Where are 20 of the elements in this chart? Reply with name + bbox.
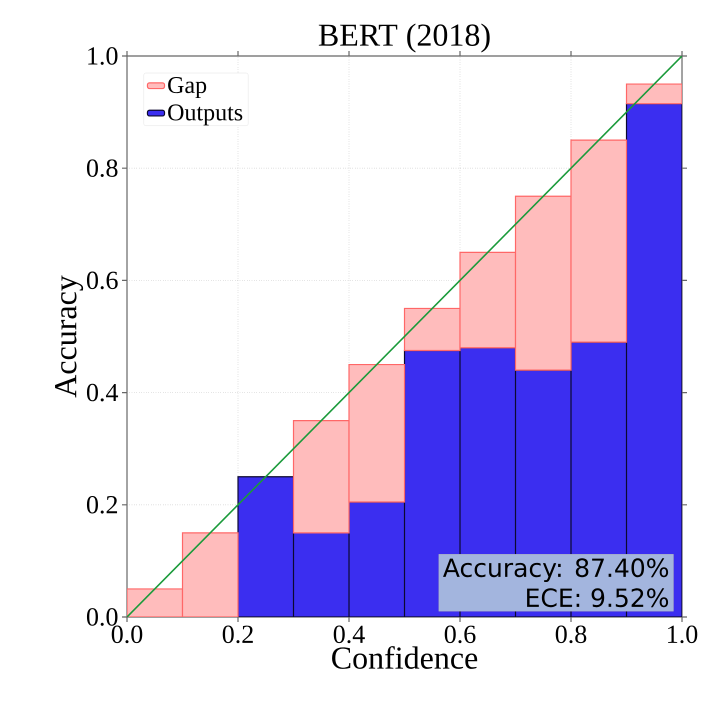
annotation: Accuracy: 87.40%: [443, 558, 668, 582]
x-tick-label: 0.2: [222, 626, 253, 644]
y-axis-title: Accuracy: [55, 275, 84, 398]
y-tick-label: 1.0: [88, 47, 118, 65]
x-tick-label: 0.8: [556, 626, 586, 644]
legend-label: Gap: [168, 77, 206, 98]
y-tick-label: 0.2: [86, 496, 118, 514]
x-tick-label: 0.6: [444, 626, 476, 644]
y-tick-label: 0.0: [86, 608, 118, 626]
annotation: ECE: 9.52%: [527, 588, 668, 608]
y-tick-label: 0.4: [86, 384, 118, 402]
chart-title: BERT (2018): [318, 23, 490, 52]
y-tick-label: 0.6: [86, 272, 118, 290]
x-axis-title: Confidence: [332, 646, 478, 669]
legend-label: Outputs: [168, 104, 242, 126]
bar: [626, 83, 682, 104]
x-tick-label: 0.0: [112, 626, 142, 644]
x-tick-label: 1.0: [668, 626, 698, 644]
x-tick-label: 0.4: [334, 626, 365, 644]
y-tick-label: 0.8: [86, 159, 118, 178]
